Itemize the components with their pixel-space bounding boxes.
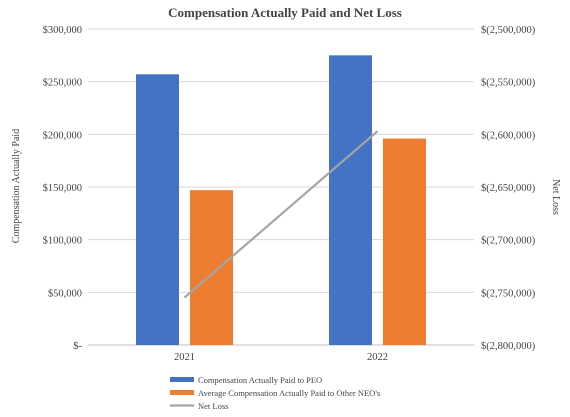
right-tick-label: $(2,800,000) [481,341,536,352]
left-axis-ticks: $- $50,000 $100,000 $150,000 $200,000 $250,00… [43,25,83,352]
left-tick-label: $100,000 [43,236,82,247]
net-loss-line [183,130,379,299]
bars [136,55,426,345]
right-tick-label: $(2,700,000) [481,236,536,247]
chart-title: Compensation Actually Paid and Net Loss [168,5,402,20]
right-tick-label: $(2,750,000) [481,288,536,299]
legend-label: Compensation Actually Paid to PEO [198,375,322,385]
x-tick-label: 2022 [367,352,388,363]
legend: Compensation Actually Paid to PEO Average… [170,375,380,411]
y2-axis-label: Net Loss [550,179,561,215]
left-tick-label: $50,000 [48,288,82,299]
x-axis-ticks: 2021 2022 [174,352,388,363]
y-axis-label: Compensation Actually Paid [11,129,22,243]
left-tick-label: $250,000 [43,78,82,89]
legend-label: Net Loss [198,401,228,411]
right-axis-ticks: $(2,500,000) $(2,550,000) $(2,600,000) $(2,… [481,25,536,352]
left-tick-label: $300,000 [43,25,82,36]
right-tick-label: $(2,500,000) [481,25,536,36]
right-tick-label: $(2,600,000) [481,130,536,141]
right-tick-label: $(2,550,000) [481,78,536,89]
line-series [183,130,379,299]
bar [383,138,426,345]
legend-label: Average Compensation Actually Paid to Ot… [198,388,380,398]
x-tick-label: 2021 [174,352,195,363]
bar [190,190,233,345]
left-tick-label: $150,000 [43,183,82,194]
bar [329,55,372,345]
left-tick-label: $- [73,341,82,352]
bar [136,74,179,345]
legend-swatch [170,377,194,382]
legend-swatch [170,390,194,395]
right-tick-label: $(2,650,000) [481,183,536,194]
left-tick-label: $200,000 [43,130,82,141]
